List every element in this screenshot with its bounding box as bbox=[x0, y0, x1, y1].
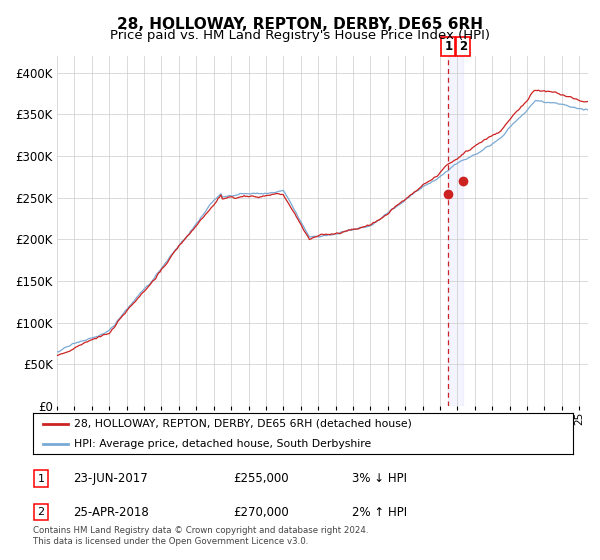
Text: 1: 1 bbox=[38, 474, 44, 483]
Text: 28, HOLLOWAY, REPTON, DERBY, DE65 6RH (detached house): 28, HOLLOWAY, REPTON, DERBY, DE65 6RH (d… bbox=[74, 419, 412, 429]
Text: 3% ↓ HPI: 3% ↓ HPI bbox=[352, 472, 407, 485]
Text: Contains HM Land Registry data © Crown copyright and database right 2024.
This d: Contains HM Land Registry data © Crown c… bbox=[33, 526, 368, 546]
Bar bbox=[448, 56, 463, 406]
Text: 28, HOLLOWAY, REPTON, DERBY, DE65 6RH: 28, HOLLOWAY, REPTON, DERBY, DE65 6RH bbox=[117, 17, 483, 32]
Text: £270,000: £270,000 bbox=[233, 506, 289, 519]
Text: £255,000: £255,000 bbox=[233, 472, 289, 485]
Text: 25-APR-2018: 25-APR-2018 bbox=[74, 506, 149, 519]
Text: Price paid vs. HM Land Registry's House Price Index (HPI): Price paid vs. HM Land Registry's House … bbox=[110, 29, 490, 42]
Text: 2% ↑ HPI: 2% ↑ HPI bbox=[352, 506, 407, 519]
Text: 2: 2 bbox=[459, 40, 467, 53]
Text: 1: 1 bbox=[445, 40, 452, 53]
Text: 2: 2 bbox=[38, 507, 44, 517]
Text: HPI: Average price, detached house, South Derbyshire: HPI: Average price, detached house, Sout… bbox=[74, 439, 371, 449]
Text: 23-JUN-2017: 23-JUN-2017 bbox=[74, 472, 148, 485]
